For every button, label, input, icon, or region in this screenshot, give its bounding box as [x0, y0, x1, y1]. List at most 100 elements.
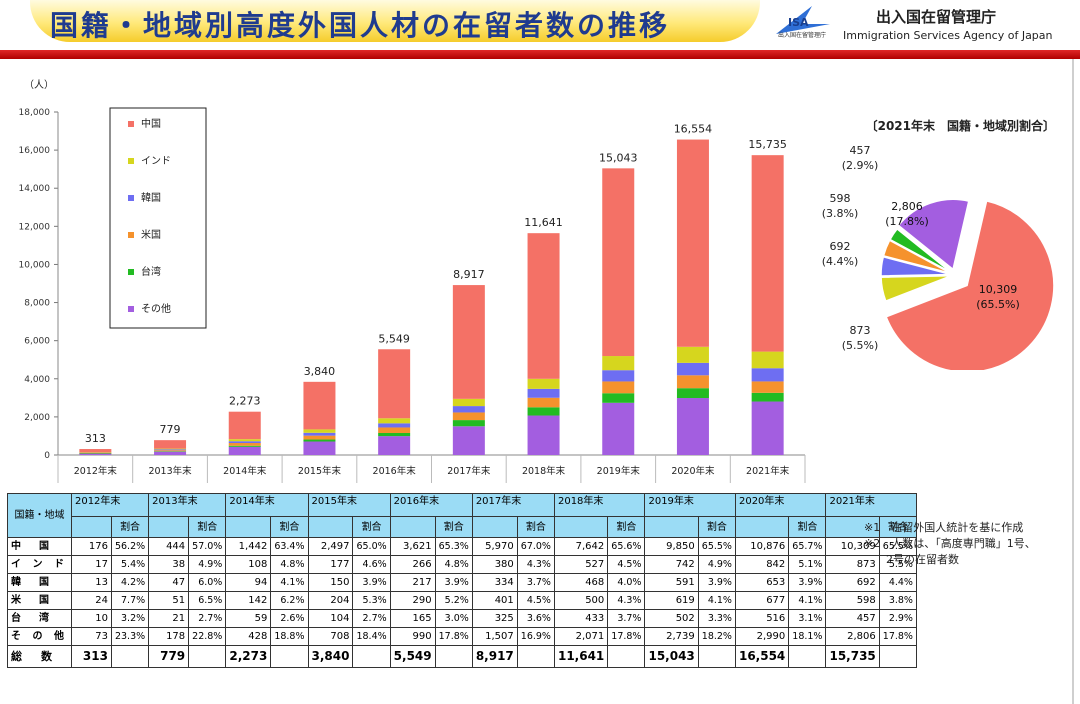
bar-segment [303, 435, 336, 440]
bar-segment [452, 406, 485, 413]
bar-segment [602, 356, 635, 371]
legend-label: 韓国 [141, 192, 161, 204]
legend-swatch [128, 269, 134, 275]
agency-name-en: Immigration Services Agency of Japan [843, 29, 1053, 42]
legend-swatch [128, 232, 134, 238]
bar-segment [452, 426, 485, 455]
pie-percent-label: (3.8%) [822, 207, 859, 220]
table-share-cell: 7.7% [110, 591, 150, 610]
pie-value-label: 692 [830, 240, 851, 253]
table-share-cell: 23.3% [110, 627, 150, 646]
table-share-cell: 3.1% [788, 609, 827, 628]
bar-segment [79, 452, 112, 454]
bar-total-label: 5,549 [378, 332, 410, 345]
table-share-cell: 4.4% [878, 573, 917, 592]
table-row: イ ン ド 17 5.4% 38 4.9% 108 4.8% 177 4.6% 266 4.8% 38… [7, 555, 917, 574]
table-share-cell: 4.2% [110, 573, 150, 592]
table-row: 総 数 313 779 2,273 3,840 5,549 8,917 11,641 15,04… [7, 645, 917, 668]
table-year-header: 2021年末 [825, 493, 917, 517]
note-3: 2号の在留者数 [864, 553, 959, 566]
legend-box [109, 107, 207, 329]
table-row-label: 総 数 [7, 645, 72, 668]
table-year-header: 2020年末 [734, 493, 827, 517]
bar-segment [676, 346, 709, 363]
table-count-cell: 433 [553, 609, 609, 628]
table-count-cell: 468 [553, 573, 609, 592]
bar-segment [452, 398, 485, 407]
table-share-cell: 4.1% [697, 591, 736, 610]
table-count-cell: 59 [225, 609, 272, 628]
table-share-cell: 3.3% [697, 609, 736, 628]
table-count-cell: 842 [734, 555, 790, 574]
bar-segment [154, 449, 187, 451]
bar-segment [751, 368, 784, 382]
table-year-header: 2017年末 [471, 493, 555, 517]
table-share-cell: 6.0% [188, 573, 227, 592]
table-share-cell: 3.7% [607, 609, 646, 628]
table-count-cell: 5,970 [471, 537, 518, 556]
bar-segment [228, 445, 261, 447]
pie-value-label: 2,806 [891, 200, 923, 213]
pie-title: 〔2021年末 国籍・地域別割合〕 [866, 118, 1055, 133]
table-empty-cell [389, 516, 436, 538]
table-share-cell: 5.2% [434, 591, 473, 610]
legend-swatch [128, 306, 134, 312]
pie-percent-label: (5.5%) [842, 339, 879, 352]
table-count-cell: 104 [307, 609, 354, 628]
table-count-cell: 11,641 [553, 645, 609, 668]
bar-total-label: 16,554 [674, 123, 713, 136]
table-year-header: 2019年末 [644, 493, 736, 517]
table-count-cell: 742 [644, 555, 699, 574]
table-share-cell: 4.5% [607, 555, 646, 574]
right-border [1072, 59, 1074, 704]
bar-segment [751, 392, 784, 402]
bar-segment [154, 450, 187, 452]
table-share-cell [434, 645, 473, 668]
pie-percent-label: (2.9%) [842, 159, 879, 172]
y-tick-label: 4,000 [24, 375, 50, 385]
legend-label: 米国 [141, 228, 161, 241]
table-row: そ の 他 73 23.3% 178 22.8% 428 18.8% 708 18.4% 990 1… [7, 627, 917, 646]
x-tick-label: 2015年末 [298, 465, 342, 477]
table-header-row: 国籍・地域 2012年末 2013年末 2014年末 2015年末 2016年末 2017年… [7, 493, 917, 538]
agency-name-jp: 出入国在留管理庁 [876, 8, 997, 26]
pie-value-label: 873 [850, 324, 871, 337]
bar-total-label: 8,917 [453, 268, 485, 281]
table-share-cell: 2.6% [270, 609, 309, 628]
table-share-cell [697, 645, 736, 668]
table-share-cell: 4.8% [270, 555, 309, 574]
bar-segment [378, 436, 411, 455]
table-count-cell: 15,735 [825, 645, 880, 668]
table-count-cell: 204 [307, 591, 354, 610]
bar-segment [452, 412, 485, 421]
x-tick-label: 2017年末 [447, 465, 491, 477]
table-count-cell: 2,071 [553, 627, 609, 646]
table-share-cell: 4.3% [516, 555, 555, 574]
title-banner [30, 0, 760, 42]
logo-caption: 出入国在留管理庁 [778, 32, 827, 39]
table-count-cell: 17 [70, 555, 112, 574]
table-share-cell [188, 645, 227, 668]
table-share-cell: 3.7% [516, 573, 555, 592]
table-count-cell: 2,273 [225, 645, 272, 668]
bar-segment [751, 381, 784, 393]
bar-total-label: 15,735 [748, 138, 787, 151]
table-count-cell: 47 [148, 573, 190, 592]
y-tick-label: 12,000 [19, 222, 51, 232]
table-count-cell: 380 [471, 555, 518, 574]
table-count-cell: 2,739 [644, 627, 699, 646]
table-corner-label: 国籍・地域 [7, 493, 72, 538]
table-share-cell: 18.1% [788, 627, 827, 646]
table-count-cell: 15,043 [644, 645, 699, 668]
table-year-header: 2012年末 [70, 493, 150, 517]
table-share-cell [110, 645, 150, 668]
table-share-cell: 57.0% [188, 537, 227, 556]
table-count-cell: 38 [148, 555, 190, 574]
bar-total-label: 313 [85, 432, 106, 445]
table-share-cell: 17.8% [434, 627, 473, 646]
table-share-cell: 5.3% [352, 591, 391, 610]
logo-arrow-shape [776, 6, 830, 34]
bar-segment [303, 441, 336, 455]
bar-segment [378, 432, 411, 437]
table-count-cell: 7,642 [553, 537, 609, 556]
